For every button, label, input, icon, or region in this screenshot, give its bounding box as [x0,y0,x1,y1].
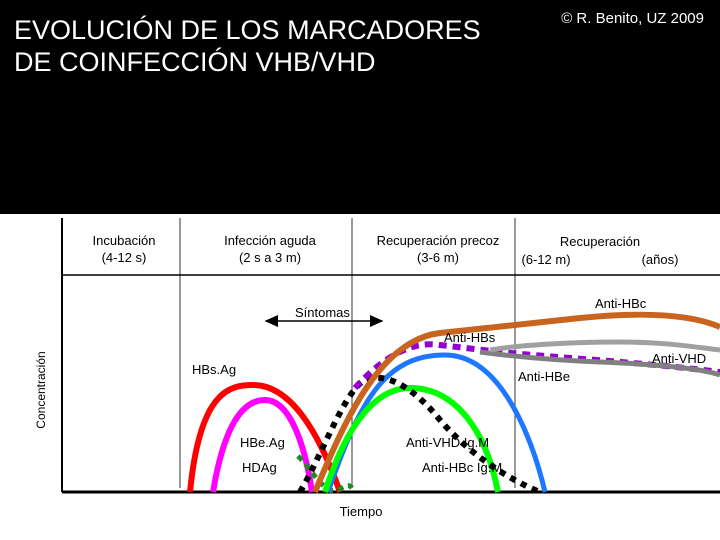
phase-aguda-duration: (2 s a 3 m) [239,250,301,265]
phase-aguda-name: Infección aguda [224,233,317,248]
label-anti-vhd-igm: Anti-VHD Ig.M [406,435,489,450]
label-hbsag: HBs.Ag [192,362,236,377]
label-hbeag: HBe.Ag [240,435,285,450]
phase-recuperacion-name: Recuperación [560,234,640,249]
anti-vhd-igm-curve [297,374,542,495]
green-igm-curve [322,384,501,493]
hbsag-curve [187,381,343,494]
title-line-1: EVOLUCIÓN DE LOS MARCADORES [14,15,481,45]
phase-precoz-name: Recuperación precoz [377,233,500,248]
label-anti-hbc: Anti-HBc [595,296,647,311]
label-hdag: HDAg [242,460,277,475]
anti-hbs-curve [489,339,720,353]
y-axis-label: Concentración [34,351,48,428]
label-anti-hbs: Anti-HBs [444,330,496,345]
anti-hbc-curve [312,311,720,494]
label-anti-vhd: Anti-VHD [652,351,706,366]
phase-incubacion-duration: (4-12 s) [102,250,147,265]
label-anti-hbe: Anti-HBe [518,369,570,384]
phase-precoz-duration: (3-6 m) [417,250,459,265]
phase-recuperacion-extra: (años) [642,252,679,267]
phase-incubacion-name: Incubación [93,233,156,248]
credit-text: © R. Benito, UZ 2009 [561,10,704,27]
phase-recuperacion-duration: (6-12 m) [521,252,570,267]
title-line-2: DE COINFECCIÓN VHB/VHD [14,47,376,77]
symptoms-label: Síntomas [295,305,350,320]
hbeag-curve [210,396,315,493]
diagram-panel [0,214,720,540]
label-anti-hbc-igm: Anti-HBc Ig.M [422,460,502,475]
anti-hbe-curve [479,349,720,378]
x-axis-label: Tiempo [340,504,383,519]
page-title: EVOLUCIÓN DE LOS MARCADORES DE COINFECCI… [14,14,481,78]
